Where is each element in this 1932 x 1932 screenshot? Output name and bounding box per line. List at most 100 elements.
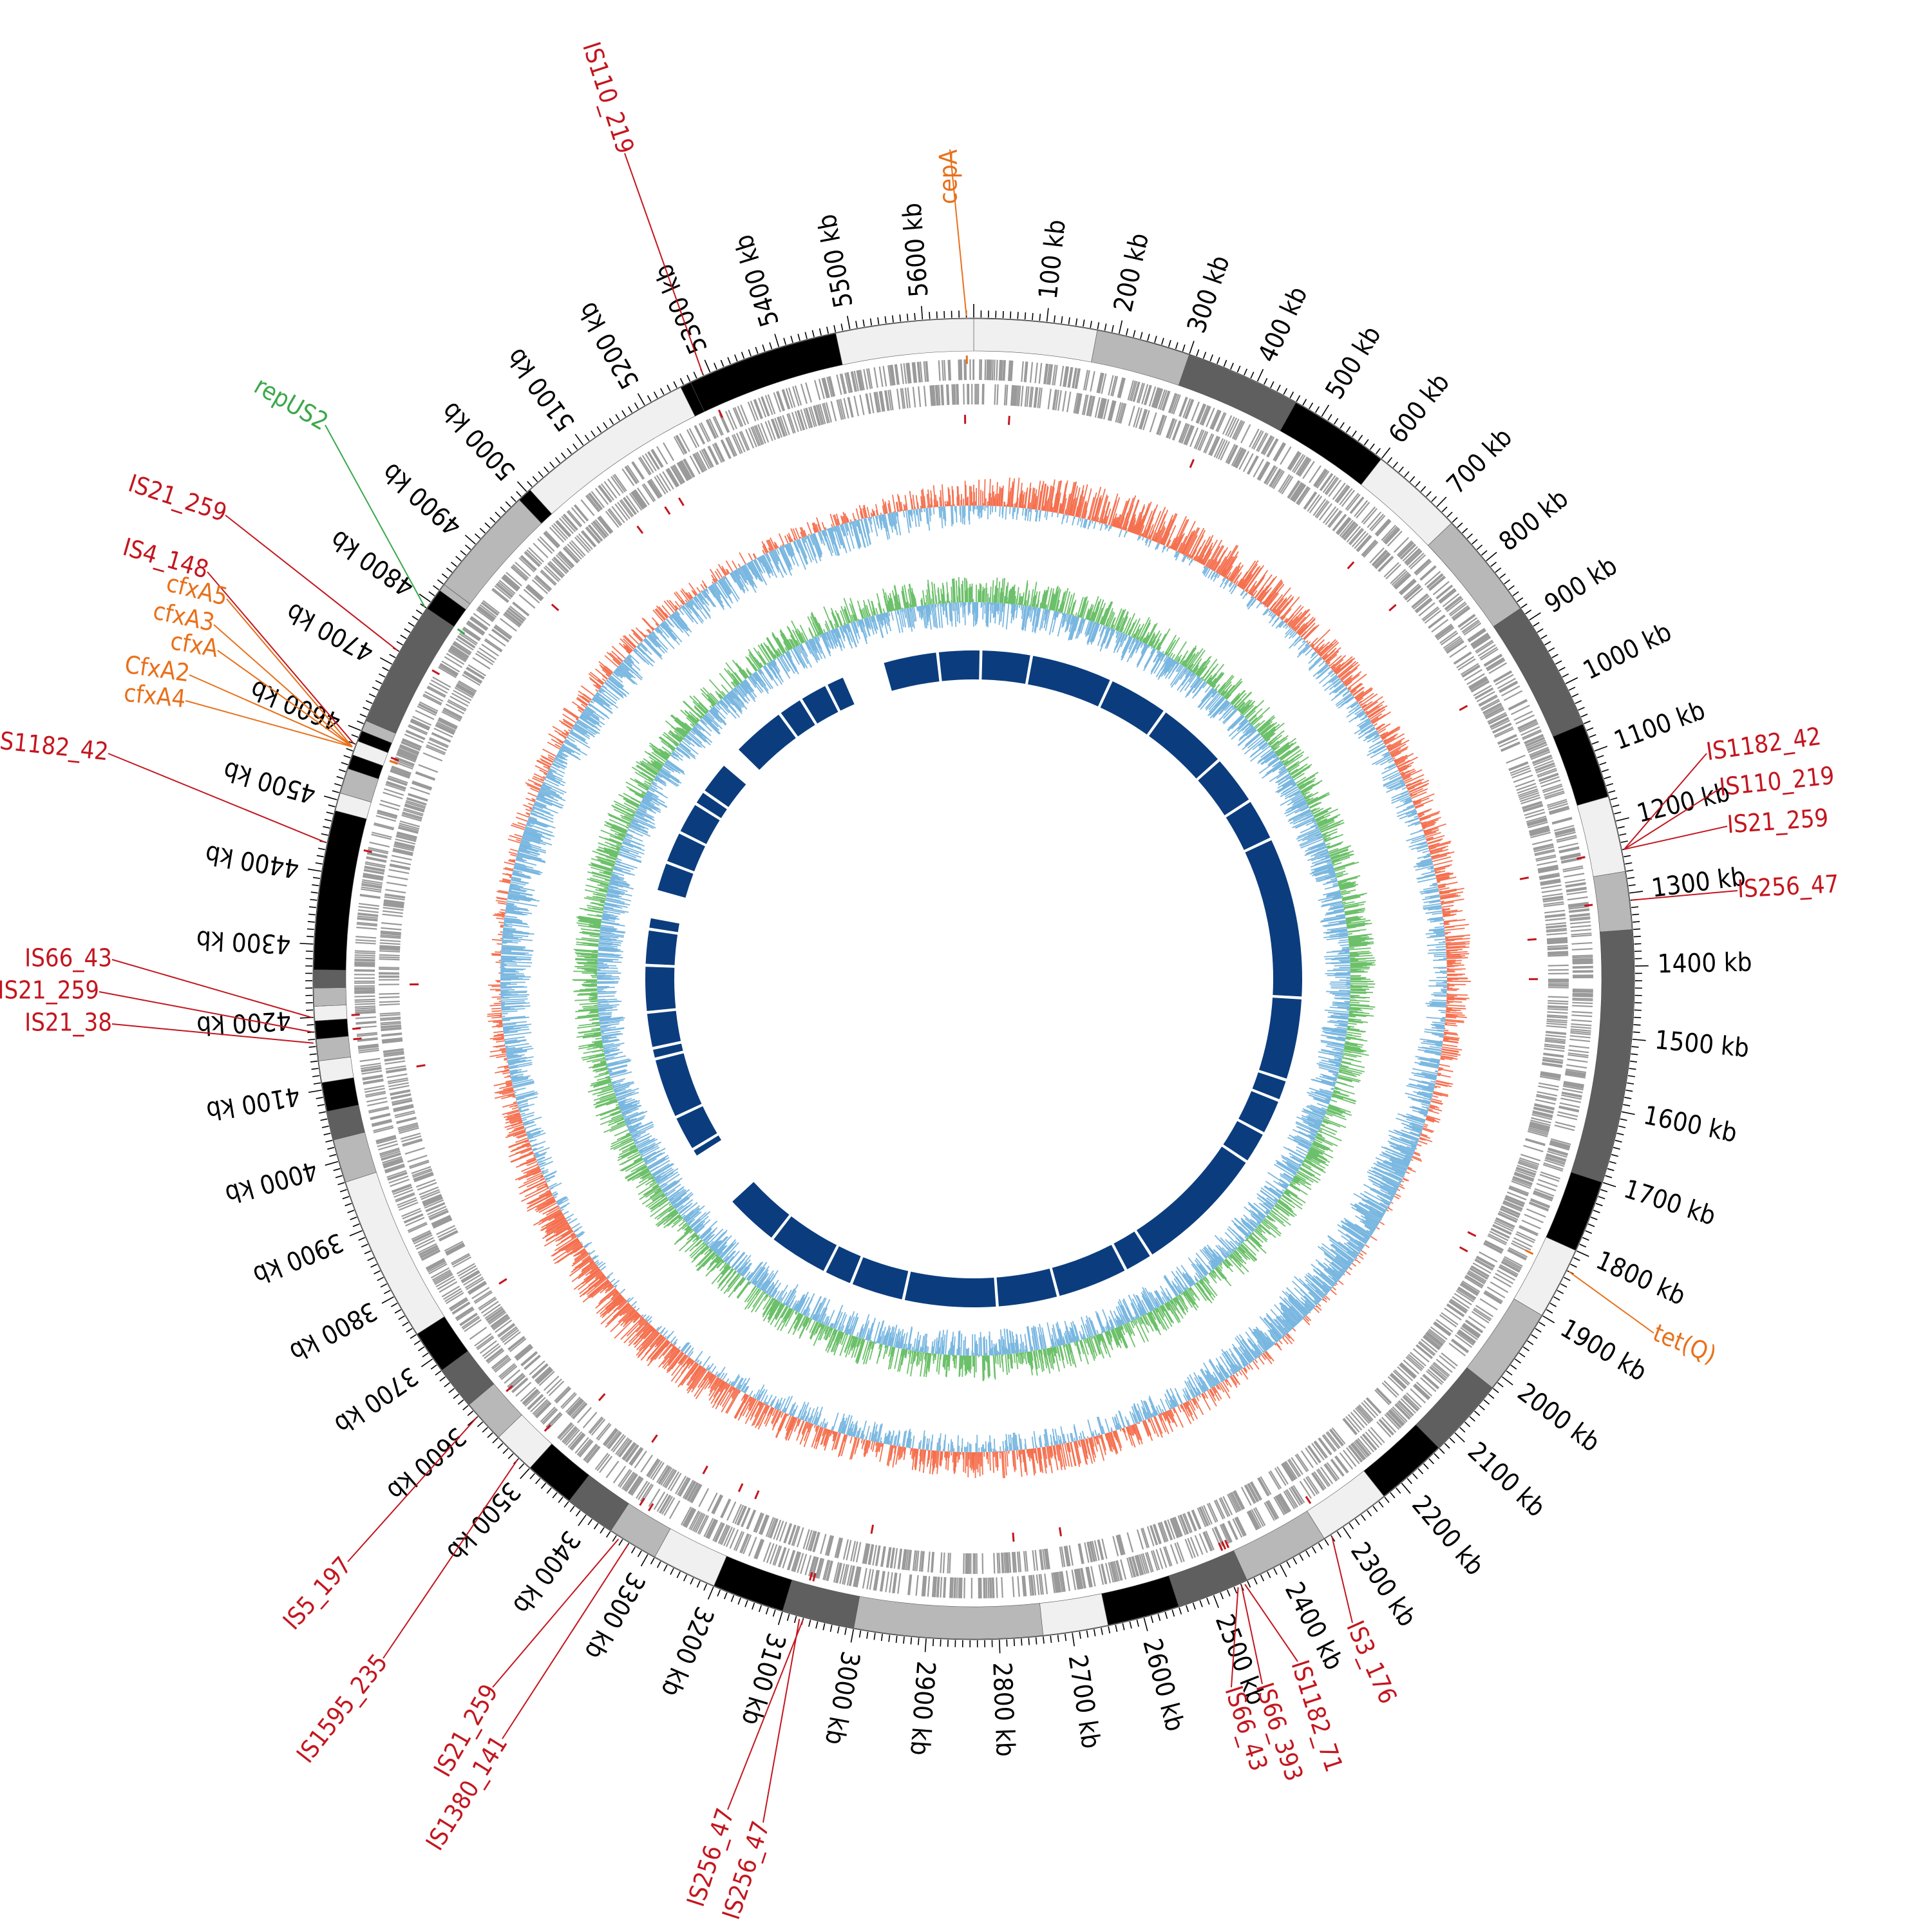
tick-label: 100 kb [1034, 218, 1072, 301]
feature-marker-inner [1058, 1527, 1063, 1537]
feature-marker [363, 849, 372, 853]
annotation-leader-line [492, 1539, 620, 1688]
annotation-leader-line [1624, 753, 1707, 850]
annotation-leader-line [1331, 1537, 1353, 1624]
homology-block [781, 700, 815, 737]
annotation-label: IS21_38 [24, 1009, 112, 1037]
contig-segment-49 [366, 608, 455, 734]
homology-block [658, 864, 694, 898]
feature-marker-inner [1189, 459, 1195, 468]
tick-label: 4900 kb [377, 457, 468, 541]
annotation-leader-line [624, 153, 703, 374]
homology-block [653, 1043, 683, 1058]
tick-label: 2200 kb [1406, 1490, 1490, 1582]
contig-segment-20 [1039, 1593, 1109, 1636]
annotation-leader-line [1624, 788, 1720, 850]
annotation-leader-line [1240, 1586, 1263, 1685]
feature-marker-inner [1467, 1231, 1477, 1237]
contig-segment-41 [313, 969, 346, 989]
cds-reverse-strand [378, 384, 1569, 1575]
annotation-leader-line [1632, 890, 1738, 901]
contig-segment-8 [1577, 796, 1625, 877]
homology-block [680, 804, 720, 844]
annotation-label: IS66_43 [24, 944, 112, 972]
homology-block [645, 967, 676, 1011]
feature-marker-inner [651, 1434, 658, 1443]
annotation-leader-line [217, 650, 353, 748]
gc-skew-ring [572, 577, 1376, 1381]
contig-segment-42 [313, 810, 367, 971]
tick-label: 2800 kb [987, 1662, 1020, 1757]
annotation-leader-line [762, 1618, 800, 1823]
tick-label: 2600 kb [1137, 1636, 1189, 1735]
feature-marker [1224, 1539, 1230, 1549]
contig-segment-4 [1361, 459, 1452, 546]
homology-block [1238, 1091, 1278, 1133]
tick-label: 1000 kb [1578, 617, 1676, 686]
gc-above-mean [487, 477, 1472, 1479]
feature-marker-inner [664, 506, 671, 515]
feature-marker [647, 1503, 654, 1511]
homology-block [802, 686, 838, 724]
feature-marker-inner [702, 1465, 708, 1475]
tick-label: 5400 kb [729, 231, 785, 330]
contig-segment-57 [835, 318, 974, 365]
feature-marker [457, 628, 466, 635]
homology-block [732, 1182, 790, 1238]
homology-block [1136, 1146, 1246, 1255]
annotation-leader-line [213, 624, 353, 748]
tick-label: 3200 kb [655, 1602, 719, 1701]
tick-label: 200 kb [1108, 231, 1155, 315]
feature-marker-inner [416, 1064, 426, 1068]
feature-marker-inner [754, 1490, 760, 1500]
annotation-leader-line [727, 1619, 804, 1810]
homology-block [694, 1135, 721, 1156]
homology-block [1113, 1231, 1150, 1269]
homology-block [667, 833, 705, 871]
annotation-leader-line [383, 1459, 518, 1659]
contig-segment-37 [316, 1036, 351, 1061]
annotation-leader-line [325, 424, 426, 607]
homology-block [1149, 712, 1218, 779]
feature-marker-inner [636, 525, 644, 534]
tick-label: 3600 kb [381, 1421, 471, 1506]
homology-block [981, 650, 1030, 684]
homology-block [655, 1053, 702, 1116]
annotation-leader-line [108, 753, 325, 843]
tick-label: 5500 kb [812, 212, 859, 310]
feature-marker-inner [870, 1524, 875, 1534]
gc-below-mean [500, 505, 1448, 1452]
annotation-leader-line [185, 700, 353, 748]
annotation-label: IS110_219 [577, 39, 639, 157]
tick-label: 5100 kb [501, 343, 581, 437]
feature-marker [1218, 1542, 1224, 1551]
tick-label: 1600 kb [1641, 1101, 1739, 1149]
annotation-leader-line [1624, 826, 1728, 850]
tick-label: 3700 kb [329, 1361, 423, 1439]
tick-label: 1900 kb [1555, 1314, 1652, 1387]
feature-marker-inner [598, 1393, 606, 1401]
annotation-leader-line [207, 571, 354, 744]
annotation-label: IS21_259 [0, 976, 99, 1005]
gc-content-ring [487, 477, 1472, 1479]
homology-block [705, 765, 746, 808]
tick-label: 5300 kb [649, 260, 714, 358]
cds-forward-strand [354, 359, 1594, 1598]
feature-marker-inner [1459, 1246, 1468, 1253]
tick-label: 1500 kb [1654, 1025, 1750, 1063]
tick-label: 1400 kb [1657, 948, 1752, 980]
feature-marker [717, 409, 724, 419]
annotation-leader-line [226, 598, 353, 748]
homology-block [1226, 802, 1271, 850]
annotation-leader-line [1568, 1271, 1654, 1334]
homology-block [645, 930, 678, 965]
annotation-label: cfxA4 [122, 679, 187, 714]
homology-block [996, 1268, 1057, 1307]
annotation-label: IS21_259 [1726, 804, 1829, 839]
feature-marker [389, 759, 398, 765]
feature-marker [1577, 856, 1586, 860]
tick-label: 4200 kb [196, 1005, 292, 1040]
annotation-label: IS3_176 [1341, 1616, 1402, 1708]
tick-label: 2700 kb [1063, 1653, 1106, 1750]
